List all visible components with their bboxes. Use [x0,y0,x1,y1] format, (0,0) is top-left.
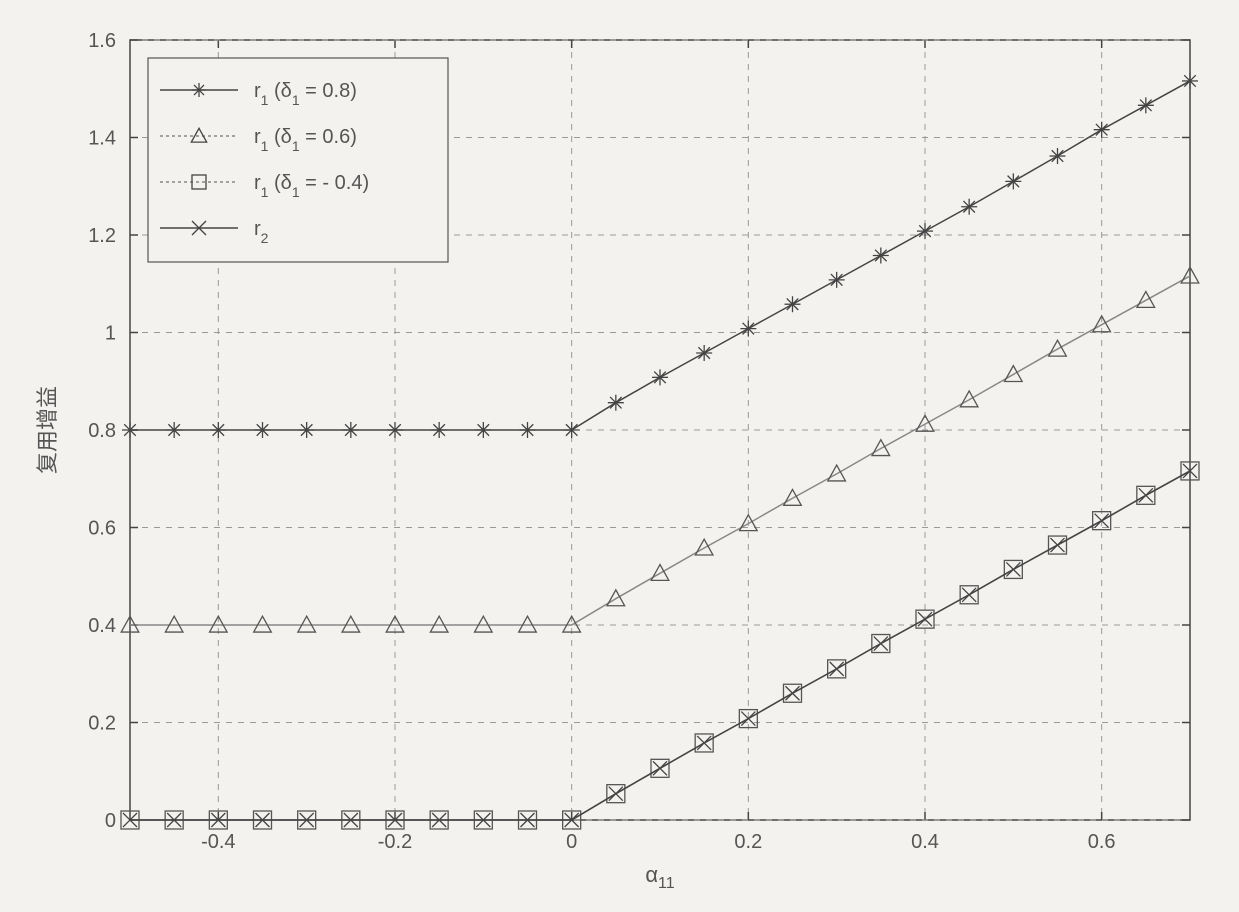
chart-page: -0.4 -0.2 0 0.2 0.4 0.6 0 0.2 0.4 0.6 0.8 1 1.2 1.4 1.… [0,0,1239,912]
y-tick-label: 0.8 [88,420,116,442]
x-tick-label: -0.4 [201,831,235,853]
y-tick-label: 0 [105,810,116,832]
x-tick-label: 0.6 [1088,831,1116,853]
x-tick-label: 0 [566,831,577,853]
x-tick-label: 0.2 [734,831,762,853]
y-tick-label: 0.2 [88,713,116,735]
y-tick-label: 0.4 [88,615,116,637]
y-tick-label: 1.2 [88,225,116,247]
x-tick-label: -0.2 [378,831,412,853]
y-tick-label: 0.6 [88,518,116,540]
x-tick-label: 0.4 [911,831,939,853]
y-axis-label: 复用增益 [35,386,60,474]
y-tick-label: 1.6 [88,30,116,52]
y-tick-label: 1.4 [88,128,116,150]
chart-svg: -0.4 -0.2 0 0.2 0.4 0.6 0 0.2 0.4 0.6 0.8 1 1.2 1.4 1.… [0,0,1239,912]
y-tick-label: 1 [105,323,116,345]
legend: r1 (δ1 = 0.8)r1 (δ1 = 0.6)r1 (δ1 = - 0.4… [148,58,448,262]
